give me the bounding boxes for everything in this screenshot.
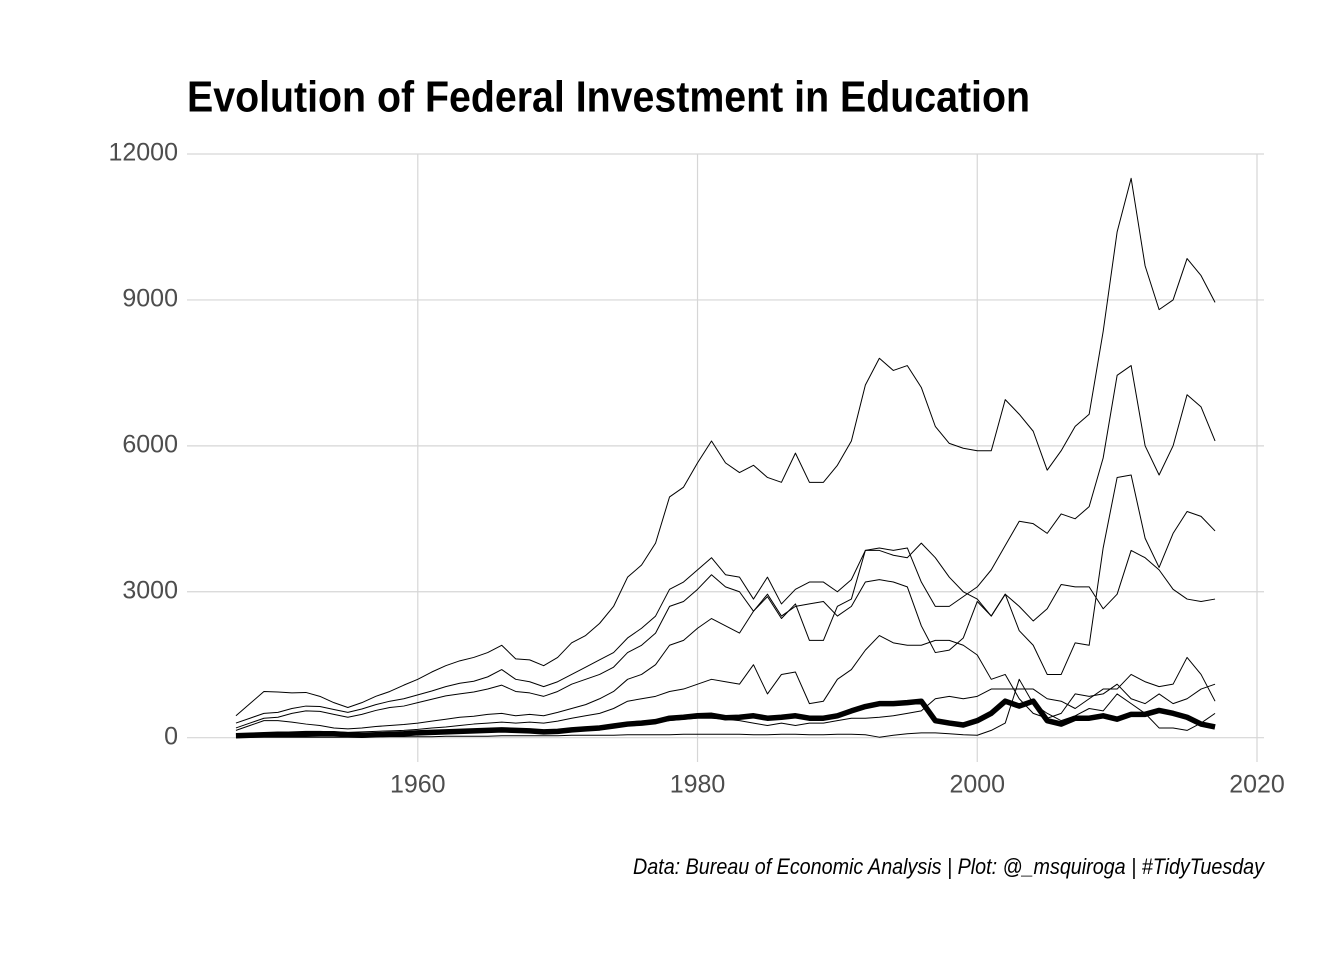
x-tick-label: 2020 <box>1229 771 1285 799</box>
series-line <box>235 542 1216 731</box>
y-tick-label: 6000 <box>122 430 178 458</box>
series-line <box>235 365 1216 724</box>
y-tick-label: 9000 <box>122 285 178 313</box>
y-tick-label: 12000 <box>108 139 178 167</box>
series-line <box>235 635 1216 736</box>
y-tick-label: 3000 <box>122 576 178 604</box>
series-line <box>235 177 1216 717</box>
series-line <box>235 678 1216 738</box>
series-line <box>235 474 1216 729</box>
chart-title: Evolution of Federal Investment in Educa… <box>187 73 1030 122</box>
x-tick-label: 1980 <box>670 771 726 799</box>
x-tick-label: 2000 <box>949 771 1005 799</box>
x-tick-label: 1960 <box>390 771 446 799</box>
y-tick-label: 0 <box>164 722 178 750</box>
caption: Data: Bureau of Economic Analysis | Plot… <box>633 854 1266 879</box>
series-line <box>235 698 1216 739</box>
